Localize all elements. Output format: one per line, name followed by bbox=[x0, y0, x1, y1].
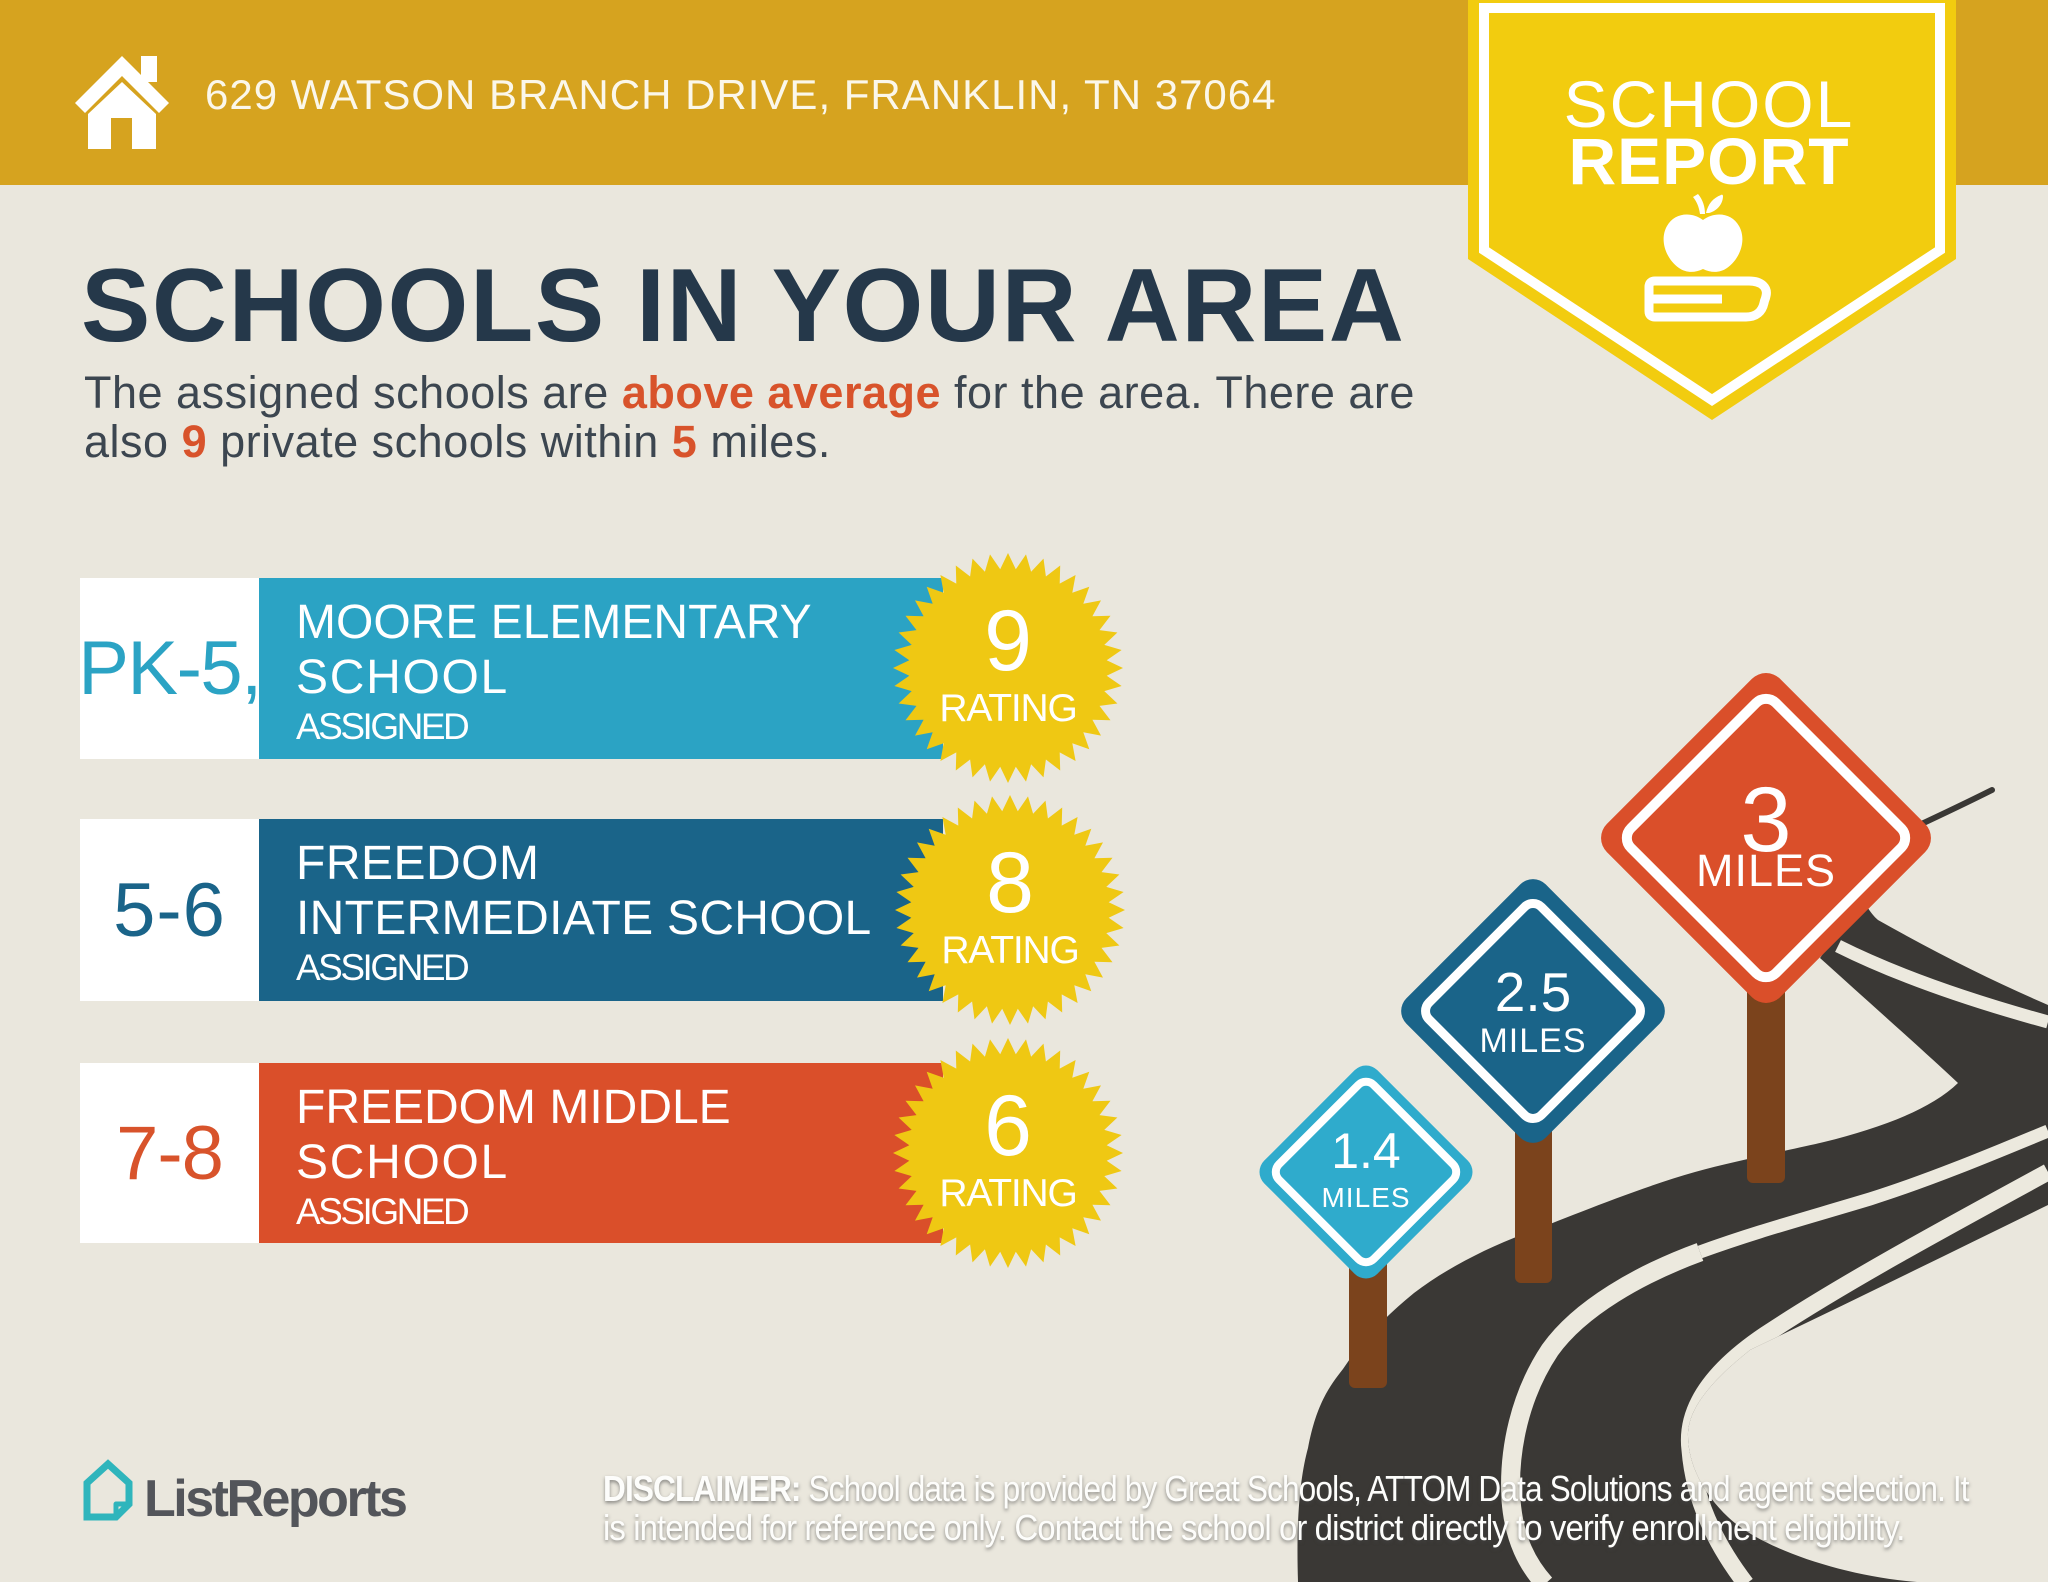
svg-text:1.4: 1.4 bbox=[1331, 1123, 1401, 1179]
svg-text:6: 6 bbox=[984, 1078, 1032, 1174]
svg-text:MILES: MILES bbox=[1321, 1182, 1410, 1213]
svg-text:REPORT: REPORT bbox=[1568, 124, 1849, 198]
svg-text:RATING: RATING bbox=[939, 687, 1076, 730]
svg-text:SCHOOL: SCHOOL bbox=[1564, 67, 1855, 141]
svg-text:3: 3 bbox=[1740, 769, 1791, 871]
svg-text:9: 9 bbox=[984, 593, 1032, 689]
svg-text:8: 8 bbox=[986, 835, 1034, 931]
svg-text:RATING: RATING bbox=[941, 929, 1078, 972]
svg-text:MILES: MILES bbox=[1696, 845, 1836, 896]
svg-text:ListReports: ListReports bbox=[144, 1470, 406, 1528]
svg-text:2.5: 2.5 bbox=[1495, 961, 1571, 1023]
svg-text:RATING: RATING bbox=[939, 1172, 1076, 1215]
svg-text:MILES: MILES bbox=[1479, 1022, 1586, 1060]
